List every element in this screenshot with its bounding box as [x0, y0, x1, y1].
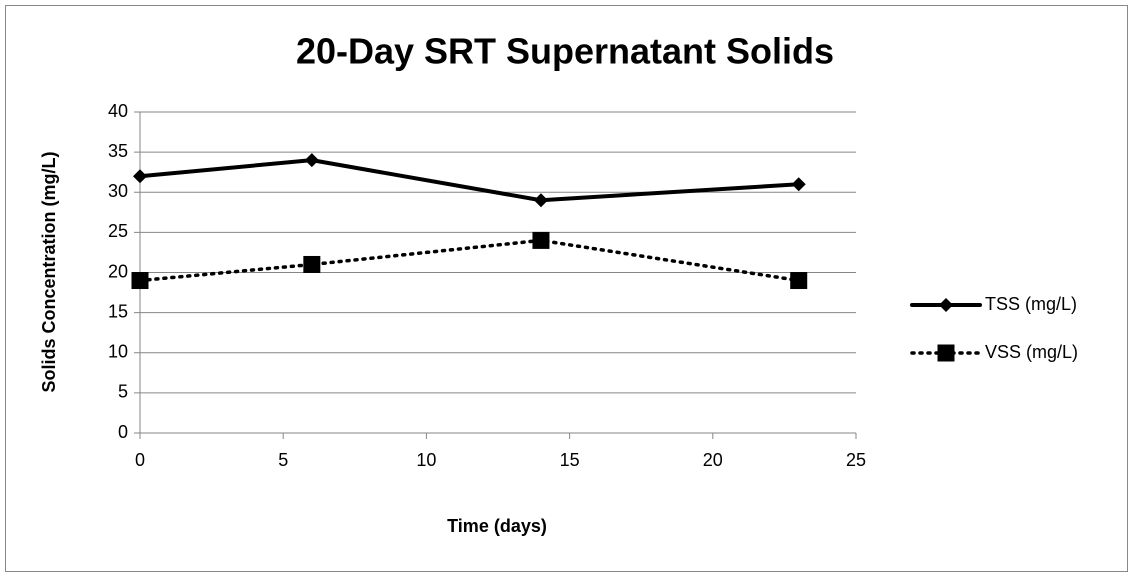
diamond-marker — [791, 177, 806, 192]
x-tick-label: 5 — [278, 450, 288, 470]
x-tick-label: 0 — [135, 450, 145, 470]
square-marker — [303, 255, 321, 273]
legend-label: TSS (mg/L) — [985, 294, 1077, 314]
y-tick-label: 0 — [118, 422, 128, 442]
y-tick-label: 5 — [118, 382, 128, 402]
y-tick-label: 40 — [108, 101, 128, 121]
legend-label: VSS (mg/L) — [985, 342, 1078, 362]
square-marker — [131, 272, 149, 290]
legend-marker — [939, 298, 953, 312]
chart-title: 20-Day SRT Supernatant Solids — [296, 31, 834, 72]
diamond-marker — [133, 169, 147, 184]
diamond-marker — [304, 153, 319, 168]
x-axis-title: Time (days) — [447, 516, 547, 536]
series-line — [138, 238, 801, 283]
legend-marker — [937, 344, 955, 362]
y-tick-label: 20 — [108, 261, 128, 281]
diamond-marker — [533, 193, 548, 208]
x-tick-label: 25 — [846, 450, 866, 470]
square-marker — [532, 231, 550, 249]
chart-border — [5, 5, 1128, 572]
x-tick-label: 15 — [560, 450, 580, 470]
y-tick-label: 25 — [108, 221, 128, 241]
y-tick-label: 10 — [108, 342, 128, 362]
y-tick-label: 15 — [108, 301, 128, 321]
series-line — [138, 158, 801, 203]
x-tick-label: 20 — [703, 450, 723, 470]
y-axis-title: Solids Concentration (mg/L) — [39, 151, 59, 392]
y-tick-label: 30 — [108, 181, 128, 201]
y-tick-label: 35 — [108, 141, 128, 161]
x-tick-label: 10 — [416, 450, 436, 470]
square-marker — [790, 272, 808, 290]
